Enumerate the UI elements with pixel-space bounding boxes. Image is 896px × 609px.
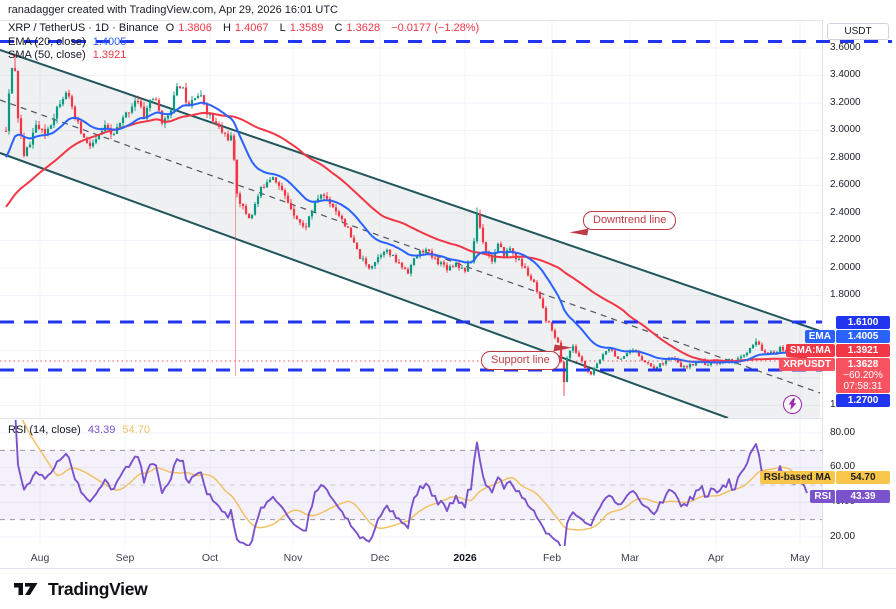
ema-legend[interactable]: EMA (20, close) 1.4005 — [8, 36, 130, 48]
time-axis-label: Nov — [283, 552, 303, 564]
time-axis-label: Apr — [707, 552, 725, 564]
price-tick-label: 3.4000 — [830, 69, 861, 80]
rsi-value: 43.39 — [87, 424, 116, 436]
time-axis-label: 2026 — [453, 552, 477, 564]
downtrend-callout-text: Downtrend line — [593, 214, 667, 226]
downtrend-line-callout[interactable]: Downtrend line — [569, 211, 677, 236]
ema-value: 1.4005 — [92, 36, 127, 48]
price-tick-label: 2.0000 — [830, 262, 861, 273]
rsi-label: RSI (14, close) — [8, 424, 81, 436]
rsi-ma-value: 54.70 — [122, 424, 150, 436]
currency-toggle-button[interactable]: USDT — [827, 23, 889, 40]
price-tick-label: 2.4000 — [830, 207, 861, 218]
sma-legend[interactable]: SMA (50, close) 1.3921 — [8, 49, 130, 61]
time-axis[interactable]: Aug Sep Oct Nov Dec 2026 Feb Mar Apr May — [0, 546, 822, 568]
time-axis-label: Mar — [620, 552, 640, 564]
price-chart-canvas[interactable] — [0, 20, 822, 418]
flash-action-icon[interactable] — [783, 395, 802, 414]
symbol-title[interactable]: XRP / TetherUS · 1D · Binance — [8, 22, 159, 34]
change-value: −0.0177 (−1.28%) — [391, 22, 480, 34]
ohlc-open: O 1.3806 — [165, 22, 212, 34]
time-axis-label: May — [790, 552, 810, 564]
price-tick-label: 2.6000 — [830, 179, 861, 190]
frame-top-border — [0, 20, 896, 21]
tradingview-logo-icon[interactable] — [14, 579, 40, 599]
time-axis-label: Feb — [542, 552, 562, 564]
price-tick-label: 1.0000 — [830, 399, 861, 410]
price-tick-label: 3.2000 — [830, 97, 861, 108]
support-callout-text: Support line — [491, 354, 550, 366]
price-tick-label: 2.8000 — [830, 152, 861, 163]
support-line-callout[interactable]: Support line — [481, 344, 573, 370]
sma-value: 1.3921 — [92, 49, 127, 61]
ohlc-low: L 1.3589 — [279, 22, 324, 34]
ema-label: EMA (20, close) — [8, 36, 86, 48]
frame-bottom-border — [0, 568, 896, 569]
pane-divider[interactable] — [0, 418, 896, 419]
right-price-axis[interactable]: USDT 3.6000 3.4000 3.2000 3.0000 2.8000 2.600… — [822, 20, 896, 568]
footer: TradingView — [0, 569, 896, 609]
ohlc-close: C 1.3628 — [334, 22, 381, 34]
price-tick-label: 2.2000 — [830, 234, 861, 245]
time-axis-label: Aug — [30, 552, 50, 564]
price-tick-label: 3.0000 — [830, 124, 861, 135]
rsi-tick-label: 20.00 — [830, 531, 856, 542]
time-axis-label: Oct — [201, 552, 219, 564]
price-tick-label: 1.8000 — [830, 289, 861, 300]
rsi-legend[interactable]: RSI (14, close) 43.39 54.70 — [8, 424, 154, 436]
upper-resistance-dashed-line[interactable] — [0, 40, 892, 43]
lightning-bolt-icon — [788, 398, 797, 410]
rsi-tick-label: 40.00 — [830, 496, 856, 507]
sma-label: SMA (50, close) — [8, 49, 86, 61]
rsi-chart-canvas[interactable] — [0, 420, 822, 546]
rsi-tick-label: 80.00 — [830, 427, 856, 438]
price-tick-label: 3.6000 — [830, 42, 861, 53]
credit-line: ranadagger created with TradingView.com,… — [8, 4, 338, 16]
time-axis-label: Sep — [115, 552, 135, 564]
rsi-tick-label: 60.00 — [830, 461, 856, 472]
time-axis-label: Dec — [370, 552, 390, 564]
ohlc-high: H 1.4067 — [222, 22, 269, 34]
brand-wordmark[interactable]: TradingView — [48, 578, 148, 599]
